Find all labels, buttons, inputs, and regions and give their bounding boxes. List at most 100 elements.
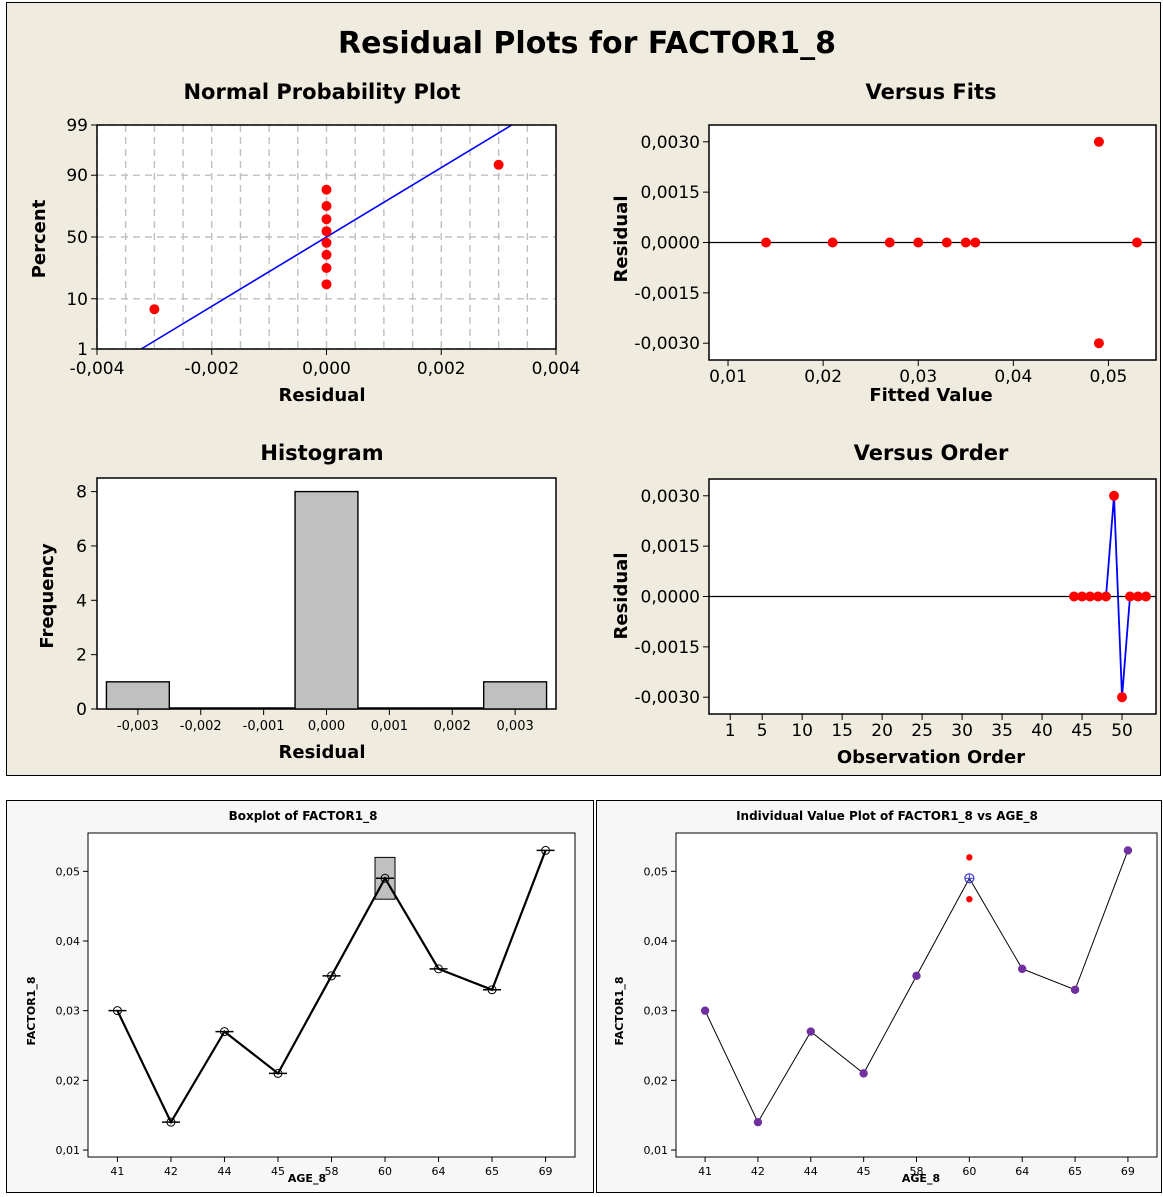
npp-point [321, 279, 332, 290]
fits-point [960, 237, 971, 248]
ivp-svg: Individual Value Plot of FACTOR1_8 vs AG… [613, 809, 1158, 1185]
hist-ytick-label: 2 [76, 646, 87, 666]
boxplot-frame [87, 832, 576, 1158]
hist-xtick-label: 0,000 [308, 719, 345, 734]
order-xtick-label: 40 [1031, 721, 1053, 741]
ivp-ytick-label: 0,04 [644, 935, 669, 948]
boxplot-mean-marker [380, 873, 390, 883]
order-point [1077, 591, 1088, 602]
ivp-point [1070, 985, 1080, 994]
order-point [1125, 591, 1136, 602]
npp-ylabel: Percent [29, 199, 50, 278]
boxplot-xtick-label: 64 [432, 1165, 446, 1178]
npp-point [321, 249, 332, 260]
hist-bar [294, 490, 359, 710]
hist-xtick-label: 0,001 [371, 719, 408, 734]
ivp-point [859, 1069, 868, 1078]
boxplot-mean-marker [541, 845, 551, 855]
order-ytick-label: 0,0000 [641, 588, 700, 608]
npp-point [493, 159, 504, 170]
ivp-frame [675, 832, 1158, 1158]
residual-plots-panel: Residual Plots for FACTOR1_8 Normal Prob… [6, 2, 1161, 776]
order-xtick-label: 50 [1111, 721, 1133, 741]
fits-ytick-label: 0,0015 [641, 183, 700, 203]
fits-xtick-label: 0,01 [709, 367, 747, 387]
ivp-panel: Individual Value Plot of FACTOR1_8 vs AG… [596, 800, 1162, 1193]
fits-point [1131, 237, 1142, 248]
boxplot-xtick-label: 58 [325, 1165, 339, 1178]
order-xtick-label: 25 [911, 721, 933, 741]
npp-point [321, 184, 332, 195]
order-xtick-label: 35 [991, 721, 1013, 741]
fits-point [970, 237, 981, 248]
fits-xtick-label: 0,05 [1090, 367, 1128, 387]
boxplot-mean-marker [112, 1006, 122, 1016]
hist-xlabel: Residual [279, 742, 366, 763]
boxplot-mean-marker [219, 1027, 229, 1037]
fits-xtick-label: 0,03 [899, 367, 937, 387]
ivp-xtick-label: 42 [751, 1165, 765, 1178]
fits-xlabel: Fitted Value [869, 385, 992, 406]
ivp-plot-area: 0,01 0,02 0,03 0,04 0,05 41 42 44 45 58 60 64 65 69 [644, 832, 1158, 1178]
boxplot-mean-marker [166, 1117, 176, 1127]
ivp-xtick-label: 64 [1015, 1165, 1029, 1178]
hist-ytick-label: 4 [76, 591, 87, 611]
order-xtick-label: 15 [831, 721, 853, 741]
order-ytick-label: 0,0030 [641, 487, 700, 507]
hist-ylabel: Frequency [37, 543, 58, 649]
ivp-xlabel: AGE_8 [902, 1172, 940, 1185]
hist-ytick-label: 6 [76, 537, 87, 557]
ivp-point [700, 1006, 710, 1015]
order-xtick-label: 45 [1071, 721, 1093, 741]
npp-plot-area: -0,004 -0,002 0,000 0,002 0,004 1 10 50 90 99 [66, 116, 580, 379]
order-point [1085, 591, 1096, 602]
order-ytick-label: -0,0015 [634, 638, 700, 658]
ivp-xtick-label: 41 [698, 1165, 712, 1178]
ivp-point [966, 895, 973, 903]
boxplot-xtick-label: 41 [110, 1165, 124, 1178]
hist-bar [105, 681, 171, 710]
boxplot-ytick-label: 0,02 [56, 1074, 81, 1087]
ivp-point [912, 971, 921, 981]
ivp-point [1018, 964, 1027, 974]
order-xtick-label: 5 [757, 721, 768, 741]
boxplot-panel: Boxplot of FACTOR1_8 0,01 0,02 0,03 0,04 0,0… [6, 800, 594, 1193]
boxplot-xtick-label: 65 [485, 1165, 499, 1178]
fits-ytick-label: 0,0030 [641, 133, 700, 153]
ivp-point [1123, 846, 1133, 855]
order-title: Versus Order [854, 441, 1009, 465]
npp-xtick-label: 0,004 [532, 359, 581, 379]
order-xtick-label: 1 [725, 721, 736, 741]
order-ytick-label: 0,0015 [641, 537, 700, 557]
ivp-ylabel: FACTOR1_8 [613, 977, 626, 1046]
fits-point [941, 237, 952, 248]
ivp-point [966, 854, 973, 861]
ivp-ytick-label: 0,01 [644, 1144, 669, 1157]
boxplot-mean-marker [487, 985, 497, 995]
residual-plots-svg: Residual Plots for FACTOR1_8 Normal Prob… [29, 26, 1157, 768]
ivp-ytick-label: 0,05 [644, 865, 669, 878]
ivp-title: Individual Value Plot of FACTOR1_8 vs AG… [736, 809, 1038, 824]
fits-plot-area: 0,0030 0,0015 0,0000 -0,0015 -0,0030 0,01 0,02… [634, 124, 1157, 387]
fits-point [761, 237, 772, 248]
hist-xtick-label: -0,001 [243, 719, 285, 734]
fits-point [1093, 338, 1104, 349]
hist-xtick-label: 0,002 [434, 719, 471, 734]
boxplot-xtick-label: 44 [217, 1165, 231, 1178]
order-point [1133, 591, 1144, 602]
order-xtick-label: 30 [951, 721, 973, 741]
boxplot-mean-marker [434, 964, 444, 974]
fits-xtick-label: 0,04 [994, 367, 1032, 387]
hist-title: Histogram [260, 441, 383, 465]
boxplot-mean-marker [327, 971, 336, 981]
fits-ytick-label: -0,0015 [634, 284, 700, 304]
ivp-xtick-label: 65 [1068, 1165, 1082, 1178]
fits-ytick-label: 0,0000 [641, 234, 700, 254]
boxplot-xtick-label: 69 [539, 1165, 553, 1178]
hist-plot-area: -0,003 -0,002 -0,001 0,000 0,001 0,002 0,003 0 2… [76, 477, 557, 734]
npp-point [149, 304, 160, 315]
ivp-ytick-label: 0,03 [644, 1005, 669, 1018]
boxplot-xtick-label: 42 [164, 1165, 178, 1178]
order-point [1093, 591, 1104, 602]
